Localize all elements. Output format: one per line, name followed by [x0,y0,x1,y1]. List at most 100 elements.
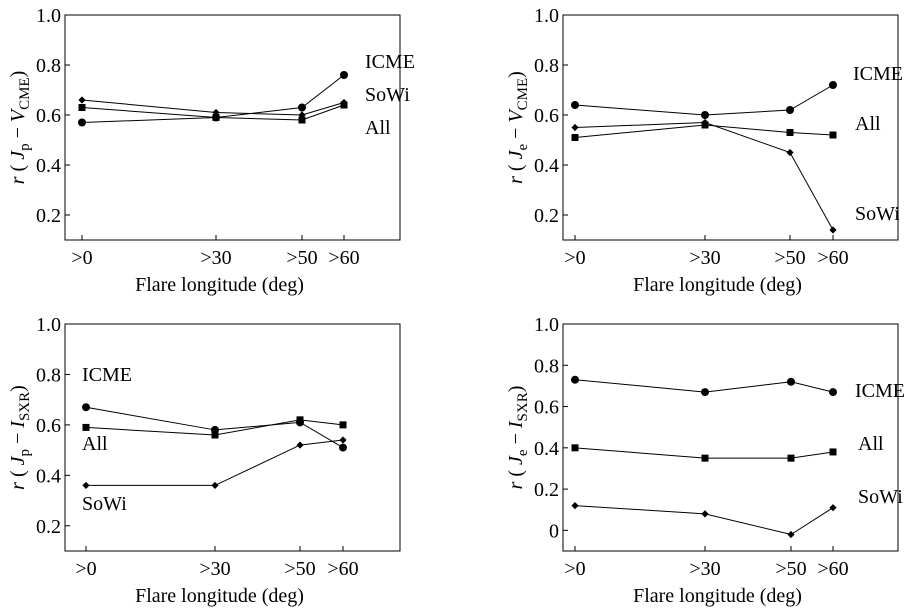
y-axis-label-part: r [7,477,29,490]
y-axis-label-part: − [7,122,29,143]
chart-panel-1: 0.2 0.4 0.6 0.8 1.0 >0 >30 >50 >60 Flare longitud… [7,5,415,296]
y-axis-label-part: ( [7,465,29,477]
y-axis-label-part: r [505,171,527,184]
data-point-circle [701,388,709,397]
data-point-diamond [571,502,579,510]
series-icme: ICME [571,375,905,402]
chart-panel-3: 0.2 0.4 0.6 0.8 1.0 >0 >30 >50 >60 Flare longitud… [7,314,401,607]
y-axis-label: r ( Je − VCME) [505,71,531,184]
x-tick-label: >50 [286,247,317,269]
data-point-diamond [339,436,347,444]
y-axis-label-part: ) [505,386,527,393]
y-axis-label-part: r [7,171,29,184]
data-point-diamond [78,96,86,104]
y-axis-label-part: ) [7,385,29,392]
series-label: ICME [853,63,903,85]
chart-panel-2: 0.2 0.4 0.6 0.8 1.0 >0 >30 >50 >60 Flare longitud… [505,5,903,296]
y-tick-label: 0.8 [534,55,559,77]
series-line [574,447,834,459]
x-tick-label: >60 [817,247,848,269]
series-line [81,99,345,116]
y-axis-label-part: I [505,420,527,429]
y-tick-label: 0.8 [36,55,61,77]
series-label: SoWi [858,486,903,508]
y-tick-label: 0.2 [534,205,559,227]
data-point-diamond [701,118,709,127]
x-tick-label: >0 [564,558,585,580]
series-all: All [82,416,347,455]
y-tick-label: 0.4 [36,465,61,487]
series-all: All [571,113,881,141]
y-axis-label-part: ( [505,465,527,477]
data-point-square [340,101,348,109]
y-axis-label-part: J [505,455,527,465]
data-point-circle [340,71,348,79]
series-label: SoWi [82,493,127,515]
data-point-square [701,454,709,462]
series-line [85,406,344,449]
series-sowi: SoWi [571,486,903,539]
y-tick-label: 0.2 [534,479,559,501]
data-point-square [82,423,90,431]
series-line [574,124,834,138]
y-axis-label-part: e [515,449,531,456]
series-label: All [82,433,108,455]
data-point-diamond [786,148,794,157]
data-point-square [829,448,837,456]
series-label: SoWi [855,203,900,225]
x-axis-label: Flare longitude (deg) [633,585,802,607]
y-axis-label-part: ( [7,160,29,172]
data-point-circle [786,106,794,114]
x-axis-label: Flare longitude (deg) [633,274,802,296]
data-point-circle [787,377,795,386]
y-tick-label: 0.4 [36,155,61,177]
y-tick-label: 0.6 [36,105,61,127]
data-point-circle [701,111,709,119]
x-tick-label: >30 [689,247,720,269]
y-tick-label: 1.0 [36,314,61,336]
data-point-diamond [701,510,709,518]
data-point-square [571,444,579,452]
series-sowi: SoWi [82,436,347,515]
series-sowi: SoWi [78,84,410,119]
data-point-circle [298,103,306,112]
data-point-circle [78,118,86,127]
data-point-circle [82,403,90,412]
y-axis-label-part: ) [7,71,29,78]
y-axis-label-part: V [7,107,29,122]
y-axis-label: r ( Jp − VCME) [7,71,33,185]
data-point-diamond [571,123,579,132]
series-line [574,84,834,116]
plot-frame [64,323,401,552]
data-point-square [786,129,794,136]
data-point-circle [829,388,837,397]
y-axis-label-part: CME [515,78,531,111]
plot-frame [562,323,899,552]
x-tick-label: >60 [817,558,848,580]
x-axis-label: Flare longitude (deg) [135,274,304,296]
x-tick-label: >30 [199,558,230,580]
y-axis-label-part: p [17,143,33,151]
y-axis-label-part: SXR [17,392,33,421]
y-axis-label-part: J [505,149,527,159]
series-label: All [365,117,391,139]
data-point-square [339,421,347,429]
series-label: All [855,113,881,135]
data-point-square [571,134,579,141]
series-line [574,505,834,536]
y-axis-label-part: I [7,420,29,429]
x-tick-label: >0 [564,247,585,269]
y-tick-label: 1.0 [534,314,559,336]
data-point-diamond [211,481,219,490]
data-point-circle [571,101,579,109]
data-point-diamond [82,481,90,490]
x-tick-label: >50 [284,558,315,580]
data-point-diamond [787,530,795,539]
x-tick-label: >60 [328,247,359,269]
y-axis-label-part: V [505,108,527,123]
y-tick-label: 0.6 [534,105,559,127]
x-tick-label: >30 [689,558,720,580]
series-label: ICME [855,380,905,402]
x-axis-label: Flare longitude (deg) [135,585,304,607]
series-label: ICME [365,51,415,73]
